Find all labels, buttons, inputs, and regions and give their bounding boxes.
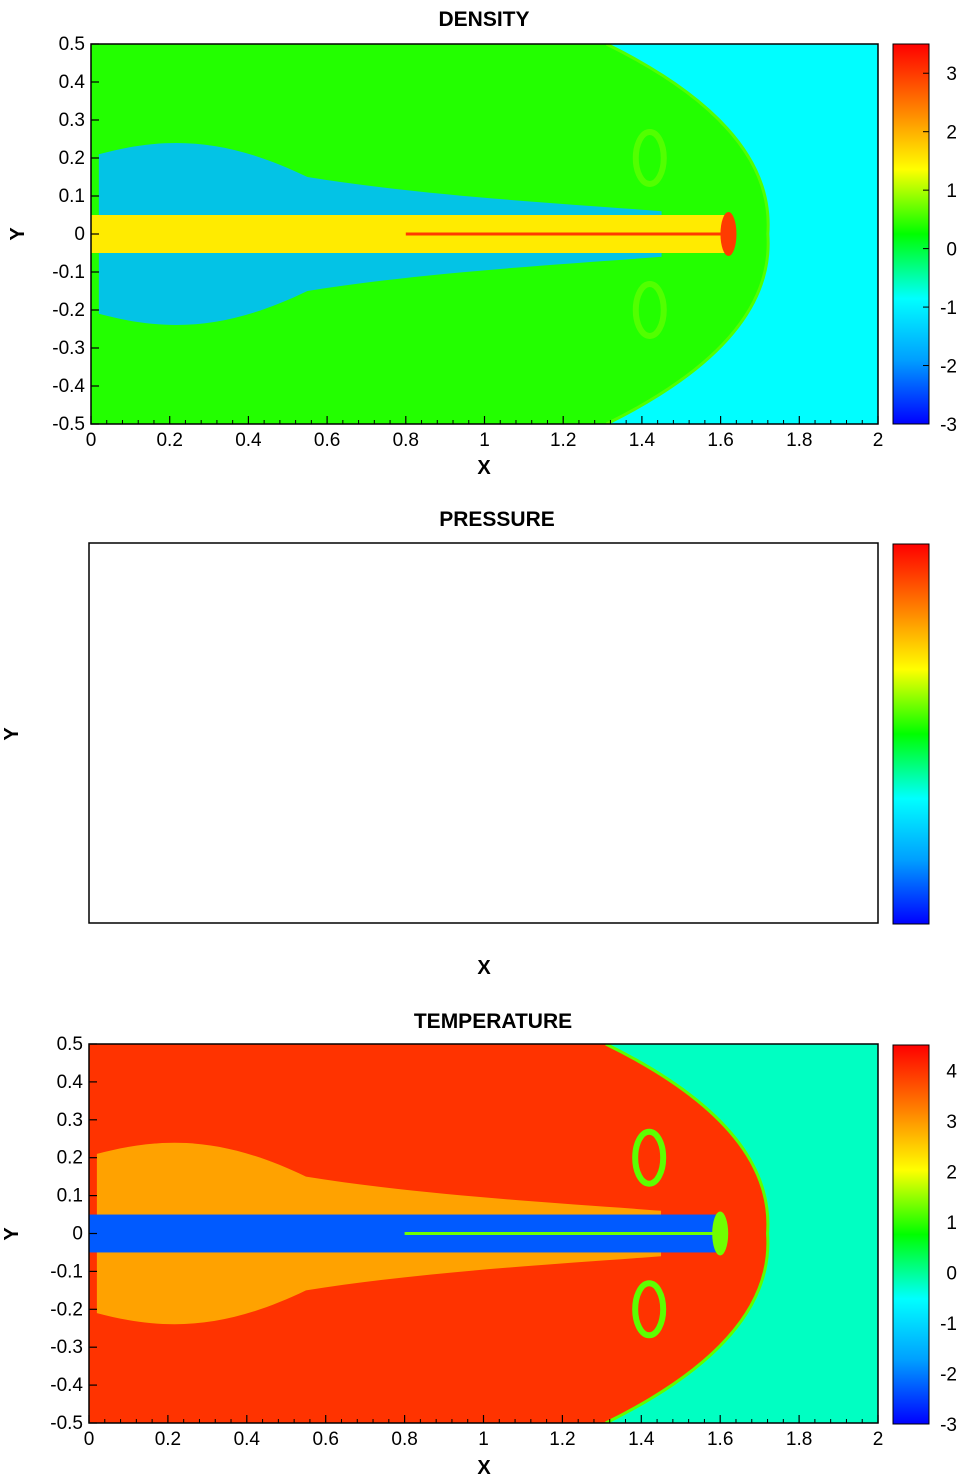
plot-frame bbox=[88, 542, 879, 924]
x-tick-label: 1.8 bbox=[786, 430, 812, 451]
y-tick-label: -0.2 bbox=[50, 1299, 83, 1320]
y-tick-label: 0 bbox=[74, 224, 85, 245]
colorbar bbox=[892, 543, 930, 925]
colorbar-tick-label: 2 bbox=[946, 123, 957, 144]
x-tick-label: 0.2 bbox=[155, 1429, 181, 1450]
panel-pressure: PRESSURE 0 0.2 0.4 0.6 0.8 1 1.2 1.4 1.6 1.8 2 0.5… bbox=[1, 508, 957, 1450]
y-axis-label: Y bbox=[1, 727, 23, 741]
y-tick-label: -0.5 bbox=[52, 414, 85, 435]
bow-shock-front bbox=[605, 44, 770, 424]
panel-temperature: TEMPERATURE X Y bbox=[1, 1010, 930, 1479]
density-field bbox=[91, 44, 878, 424]
x-tick-label: 1.2 bbox=[550, 430, 576, 451]
y-tick-label: 0.5 bbox=[57, 1034, 83, 1055]
x-tick-label: 0.4 bbox=[234, 1429, 261, 1450]
y-tick-label: 0 bbox=[72, 1224, 83, 1245]
y-axis-ticks: 0.5 0.4 0.3 0.2 0.1 0 -0.1 -0.2 -0.3 -0.4 -0.5 bbox=[52, 34, 99, 435]
x-tick-label: 0.2 bbox=[156, 430, 182, 451]
x-axis-label: X bbox=[477, 457, 491, 479]
y-axis-label: Y bbox=[1, 1227, 23, 1241]
x-tick-label: 0.8 bbox=[393, 430, 419, 451]
x-tick-label: 0.6 bbox=[312, 1429, 338, 1450]
x-axis-ticks: 0 0.2 0.4 0.6 0.8 1 1.2 1.4 1.6 1.8 2 bbox=[86, 416, 884, 451]
colorbar-tick-label: 2 bbox=[946, 1162, 957, 1183]
jet-head bbox=[720, 212, 737, 256]
y-tick-label: -0.2 bbox=[52, 300, 85, 321]
x-tick-label: 1 bbox=[478, 1429, 489, 1450]
y-tick-label: -0.3 bbox=[52, 338, 85, 359]
colorbar-ticks: 4 3 2 1 0 -1 -2 -3 bbox=[923, 1061, 957, 1436]
panel-title: PRESSURE bbox=[439, 508, 555, 531]
panel-title: TEMPERATURE bbox=[414, 1010, 572, 1033]
colorbar-tick-label: 4 bbox=[946, 1061, 957, 1082]
colorbar-tick-label: 3 bbox=[946, 1112, 957, 1133]
colorbar-tick-label: 0 bbox=[946, 1263, 957, 1284]
colorbar-tick-label: 0 bbox=[946, 240, 957, 261]
colorbar-tick-label: 1 bbox=[946, 1213, 957, 1234]
y-tick-label: 0.4 bbox=[57, 1072, 84, 1093]
y-axis-ticks: 0.5 0.4 0.3 0.2 0.1 0 -0.1 -0.2 -0.3 -0.4 -0.5 bbox=[50, 1034, 97, 1434]
colorbar-tick-label: -2 bbox=[940, 357, 957, 378]
x-axis-label: X bbox=[477, 1457, 491, 1479]
x-tick-label: 2 bbox=[873, 430, 884, 451]
y-tick-label: 0.5 bbox=[59, 34, 85, 55]
y-tick-label: -0.1 bbox=[50, 1261, 83, 1282]
colorbar-tick-label: -3 bbox=[940, 1415, 957, 1436]
y-tick-label: 0.1 bbox=[57, 1186, 83, 1207]
x-axis-label: X bbox=[477, 957, 491, 979]
x-tick-label: 1.4 bbox=[629, 430, 656, 451]
x-tick-label: 1.2 bbox=[549, 1429, 575, 1450]
y-tick-label: 0.1 bbox=[59, 186, 85, 207]
plot-frame bbox=[88, 1043, 879, 1424]
x-tick-label: 1.8 bbox=[786, 1429, 812, 1450]
x-tick-label: 1 bbox=[479, 430, 490, 451]
y-tick-label: -0.3 bbox=[50, 1337, 83, 1358]
colorbar-ticks: 3 2 1 0 -1 -2 -3 bbox=[923, 64, 957, 436]
colorbar-tick-label: -1 bbox=[940, 1314, 957, 1335]
colorbar-tick-label: -3 bbox=[940, 415, 957, 436]
x-tick-label: 2 bbox=[873, 1429, 884, 1450]
y-tick-label: -0.4 bbox=[52, 376, 85, 397]
panel-density: DENSITY 0 0.2 0.4 0.6 0.8 1 1.2 1.4 1.6 1.8 2 0.50… bbox=[7, 8, 957, 479]
colorbar-tick-label: -1 bbox=[940, 298, 957, 319]
x-tick-label: 0.4 bbox=[235, 430, 262, 451]
y-tick-label: 0.4 bbox=[59, 72, 86, 93]
upper-vortex-lobe bbox=[632, 129, 667, 187]
x-tick-label: 0 bbox=[84, 1429, 95, 1450]
y-tick-label: -0.4 bbox=[50, 1375, 83, 1396]
y-tick-label: -0.5 bbox=[50, 1413, 83, 1434]
x-tick-label: 0 bbox=[86, 430, 97, 451]
lower-vortex-lobe bbox=[632, 1280, 667, 1339]
bow-shock-front bbox=[605, 1044, 770, 1423]
y-tick-label: 0.3 bbox=[57, 1110, 83, 1131]
y-tick-label: 0.3 bbox=[59, 110, 85, 131]
lower-vortex-lobe bbox=[632, 281, 667, 339]
colorbar-tick-label: 3 bbox=[946, 64, 957, 85]
colorbar-tick-label: 1 bbox=[946, 181, 957, 202]
y-axis-label: Y bbox=[7, 227, 29, 241]
y-tick-label: 0.2 bbox=[57, 1148, 83, 1169]
pressure-field bbox=[89, 1044, 878, 1423]
colorbar-tick-label: -2 bbox=[940, 1364, 957, 1385]
x-tick-label: 1.4 bbox=[628, 1429, 655, 1450]
colorbar bbox=[892, 43, 930, 425]
x-tick-label: 1.6 bbox=[707, 1429, 733, 1450]
x-tick-label: 1.6 bbox=[707, 430, 733, 451]
colorbar bbox=[892, 1044, 930, 1425]
upper-vortex-lobe bbox=[632, 1128, 667, 1187]
jet-head bbox=[712, 1211, 729, 1256]
x-tick-label: 0.8 bbox=[391, 1429, 417, 1450]
x-tick-label: 0.6 bbox=[314, 430, 340, 451]
y-tick-label: 0.2 bbox=[59, 148, 85, 169]
panel-title: DENSITY bbox=[438, 8, 529, 31]
y-tick-label: -0.1 bbox=[52, 262, 85, 283]
